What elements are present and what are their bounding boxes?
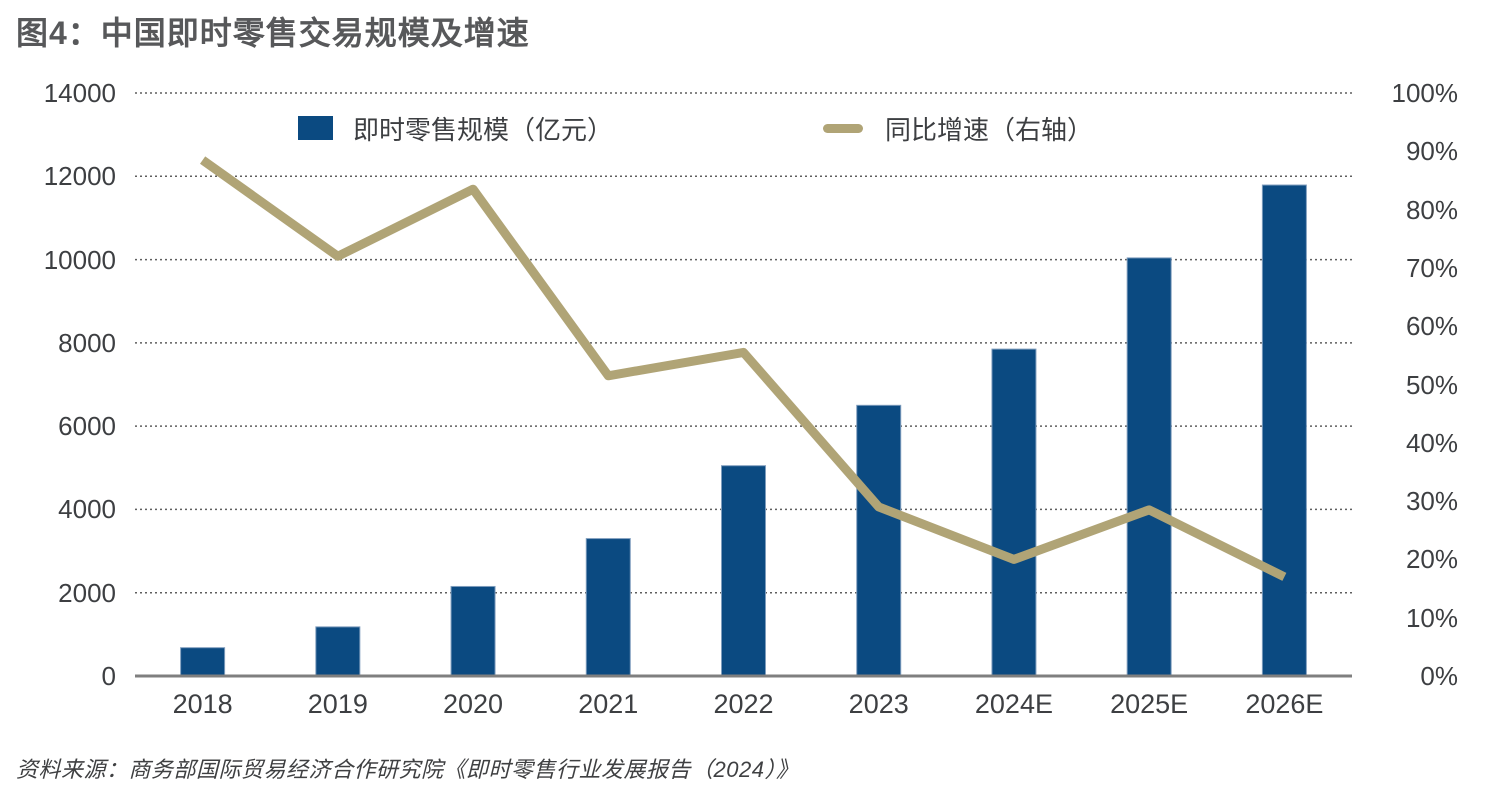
y-right-tick-0: 0% xyxy=(1420,661,1458,691)
y-left-tick-0: 0 xyxy=(101,661,116,691)
bar-series-label: 即时零售规模（亿元） xyxy=(353,114,614,145)
figure-title: 图4：中国即时零售交易规模及增速 xyxy=(16,15,530,51)
y-right-tick-60: 60% xyxy=(1405,311,1458,342)
y-right-tick-90: 90% xyxy=(1405,136,1458,167)
y-right-tick-50: 50% xyxy=(1405,369,1458,400)
bar-2023 xyxy=(856,404,902,677)
y-right-tick-100: 100% xyxy=(1391,78,1459,108)
legend-item-bars: 即时零售规模（亿元） xyxy=(298,112,614,145)
bar-2024E xyxy=(991,348,1037,677)
bar-2020 xyxy=(450,585,496,677)
x-label-2018: 2018 xyxy=(172,689,233,719)
y-right-tick-30: 30% xyxy=(1405,486,1458,517)
bar-2022 xyxy=(721,465,766,677)
y-left-tick-10000: 10000 xyxy=(43,244,116,275)
growth-line xyxy=(200,156,1287,581)
x-label-2021: 2021 xyxy=(578,689,639,719)
source-note: 资料来源：商务部国际贸易经济合作研究院《即时零售行业发展报告（2024）》 xyxy=(16,757,799,782)
y-right-tick-20: 20% xyxy=(1405,544,1458,575)
line-series-label: 同比增速（右轴） xyxy=(885,114,1094,145)
y-right-tick-80: 80% xyxy=(1405,194,1458,225)
x-label-2020: 2020 xyxy=(443,689,504,719)
line-series-swatch-icon xyxy=(823,123,863,133)
bar-2018 xyxy=(180,647,226,677)
bar-2026E xyxy=(1261,184,1307,677)
y-left-tick-14000: 14000 xyxy=(43,78,116,108)
y-left-tick-12000: 12000 xyxy=(43,161,116,192)
y-right-tick-10: 10% xyxy=(1405,602,1458,633)
x-label-2019: 2019 xyxy=(307,689,368,719)
x-label-2023: 2023 xyxy=(848,689,909,719)
x-label-2024E: 2024E xyxy=(974,689,1053,719)
legend-item-line: 同比增速（右轴） xyxy=(823,112,1094,145)
x-label-2026E: 2026E xyxy=(1245,689,1324,719)
y-right-tick-70: 70% xyxy=(1405,252,1458,283)
x-label-2022: 2022 xyxy=(713,689,774,719)
y-left-tick-4000: 4000 xyxy=(58,494,116,525)
y-left-tick-2000: 2000 xyxy=(58,577,116,608)
y-left-tick-8000: 8000 xyxy=(58,327,116,358)
bar-2025E xyxy=(1126,257,1172,677)
bar-2019 xyxy=(315,626,361,677)
bar-2021 xyxy=(585,538,631,677)
y-left-tick-6000: 6000 xyxy=(58,411,116,442)
bar-series-swatch-icon xyxy=(298,116,333,140)
y-right-tick-40: 40% xyxy=(1405,427,1458,458)
x-label-2025E: 2025E xyxy=(1110,689,1189,719)
